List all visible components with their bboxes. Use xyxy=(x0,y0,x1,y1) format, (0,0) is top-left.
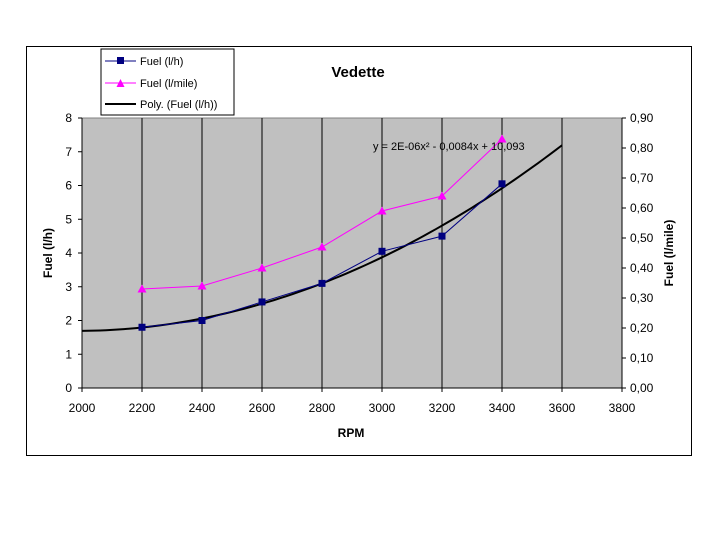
plot-area xyxy=(81,117,623,389)
y2-tick-label: 0,70 xyxy=(630,171,654,185)
data-point-fuel-lh xyxy=(138,323,146,331)
x-tick-label: 2000 xyxy=(69,401,96,415)
x-tick-label: 3200 xyxy=(429,401,456,415)
y2-tick-label: 0,10 xyxy=(630,351,654,365)
x-tick-label: 2800 xyxy=(309,401,336,415)
x-tick-label: 2600 xyxy=(249,401,276,415)
data-point-fuel-lmile xyxy=(197,281,207,290)
x-tick-label: 2200 xyxy=(129,401,156,415)
data-point-fuel-lmile xyxy=(137,284,147,293)
y2-axis-label: Fuel (l/mile) xyxy=(662,220,676,287)
y2-tick-label: 0,80 xyxy=(630,141,654,155)
legend-label: Fuel (l/h) xyxy=(140,56,183,68)
x-tick-label: 3800 xyxy=(609,401,636,415)
legend-triangle-marker xyxy=(116,79,125,87)
x-tick-label: 3600 xyxy=(549,401,576,415)
y-tick-label: 7 xyxy=(65,145,72,159)
y2-tick-label: 0,50 xyxy=(630,231,654,245)
data-point-fuel-lmile xyxy=(497,134,507,143)
chart-title: Vedette xyxy=(331,64,384,81)
y2-tick-label: 0,20 xyxy=(630,321,654,335)
data-point-fuel-lh xyxy=(258,298,266,306)
y2-tick-label: 0,30 xyxy=(630,291,654,305)
y2-tick-label: 0,00 xyxy=(630,381,654,395)
data-point-fuel-lmile xyxy=(317,242,327,251)
data-point-fuel-lh xyxy=(498,180,506,188)
x-tick-label: 3400 xyxy=(489,401,516,415)
data-point-fuel-lh xyxy=(438,232,446,240)
y2-tick-label: 0,40 xyxy=(630,261,654,275)
x-tick-label: 3000 xyxy=(369,401,396,415)
data-point-fuel-lh xyxy=(318,279,326,287)
trendline-equation: y = 2E-06x² - 0,0084x + 10,093 xyxy=(373,141,525,153)
series-layer xyxy=(81,134,563,332)
data-point-fuel-lh xyxy=(378,247,386,255)
data-point-fuel-lmile xyxy=(257,263,267,272)
y-tick-label: 5 xyxy=(65,212,72,226)
data-point-fuel-lmile xyxy=(377,206,387,215)
legend: Fuel (l/h) Fuel (l/mile) Poly. (Fuel (l/… xyxy=(100,48,235,116)
y-tick-label: 2 xyxy=(65,314,72,328)
data-point-fuel-lh xyxy=(198,317,206,324)
data-point-fuel-lmile xyxy=(437,191,447,200)
legend-square-marker xyxy=(117,57,124,64)
y-axis-label: Fuel (l/h) xyxy=(41,228,55,278)
y-tick-label: 4 xyxy=(65,246,72,260)
y-tick-label: 6 xyxy=(65,179,72,193)
x-tick-label: 2400 xyxy=(189,401,216,415)
y-tick-label: 8 xyxy=(65,111,72,125)
y-tick-label: 0 xyxy=(65,381,72,395)
y2-tick-label: 0,90 xyxy=(630,111,654,125)
x-axis-label: RPM xyxy=(338,426,365,440)
axes: 2000 2200 2400 2600 2800 3000 3200 3400 3600 3800… xyxy=(65,111,653,415)
y-tick-label: 1 xyxy=(65,347,72,361)
y2-tick-label: 0,60 xyxy=(630,201,654,215)
legend-label: Fuel (l/mile) xyxy=(140,78,197,90)
y-tick-label: 3 xyxy=(65,280,72,294)
legend-label: Poly. (Fuel (l/h)) xyxy=(140,99,217,111)
